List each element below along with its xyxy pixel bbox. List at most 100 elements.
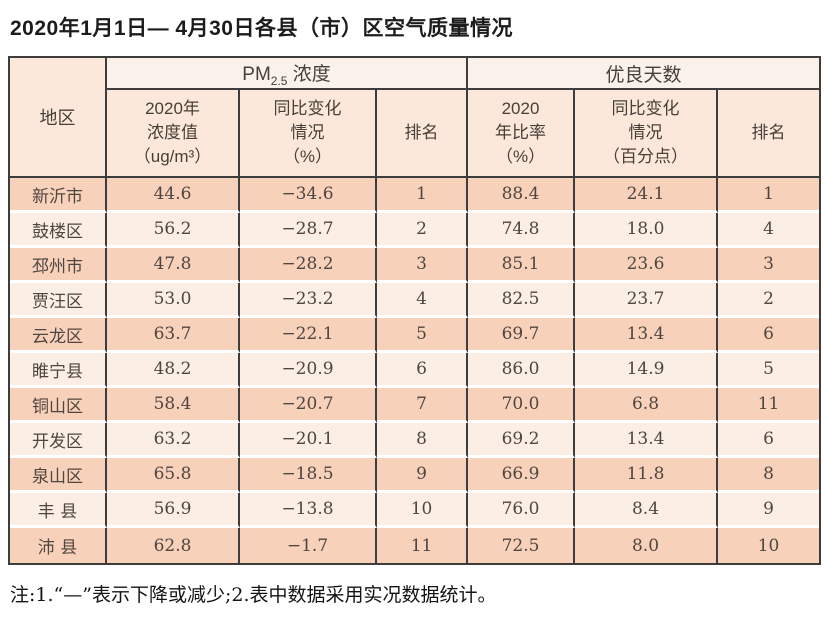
good-rate-cell: 74.8 [468,213,576,248]
table-row: 泉山区 65.8 −18.5 9 66.9 11.8 8 [10,458,820,493]
good-change-cell: 13.4 [575,423,719,458]
pm-value-cell: 44.6 [107,178,240,213]
pm-value-column-header: 2020年 浓度值 （ug/m³） [107,90,240,178]
pm-rank-cell: 3 [377,248,469,283]
good-rank-cell: 5 [718,353,820,388]
pm-rank-cell: 9 [377,458,469,493]
good-change-cell: 23.7 [575,283,719,318]
good-rate-cell: 85.1 [468,248,576,283]
table-row: 贾汪区 53.0 −23.2 4 82.5 23.7 2 [10,283,820,318]
pm25-label-suffix: 浓度 [287,63,331,85]
pm-change-cell: −18.5 [240,458,377,493]
good-change-cell: 18.0 [575,213,719,248]
region-cell: 睢宁县 [10,353,107,388]
pm-change-cell: −13.8 [240,493,377,528]
region-cell: 新沂市 [10,178,107,213]
table-header: 地区 PM2.5 浓度 优良天数 2020年 浓度值 （ug/m³） 同比变化 … [10,58,820,178]
good-days-group-header: 优良天数 [468,58,820,90]
pm-rank-cell: 1 [377,178,469,213]
pm-value-cell: 53.0 [107,283,240,318]
good-change-cell: 6.8 [575,388,719,423]
good-change-cell: 13.4 [575,318,719,353]
good-change-cell: 8.0 [575,528,719,563]
region-cell: 丰 县 [10,493,107,528]
pm-value-cell: 56.9 [107,493,240,528]
table-row: 丰 县 56.9 −13.8 10 76.0 8.4 9 [10,493,820,528]
pm-rank-cell: 11 [377,528,469,563]
pm-rank-cell: 5 [377,318,469,353]
region-cell: 邳州市 [10,248,107,283]
region-cell: 开发区 [10,423,107,458]
pm-change-cell: −22.1 [240,318,377,353]
good-rank-cell: 1 [718,178,820,213]
pm-change-cell: −1.7 [240,528,377,563]
good-rank-cell: 6 [718,318,820,353]
pm-change-column-header: 同比变化 情况 （%） [240,90,377,178]
pm-change-cell: −34.6 [240,178,377,213]
good-rank-cell: 6 [718,423,820,458]
table-row: 新沂市 44.6 −34.6 1 88.4 24.1 1 [10,178,820,213]
pm-value-cell: 65.8 [107,458,240,493]
pm-rank-cell: 2 [377,213,469,248]
table-row: 鼓楼区 56.2 −28.7 2 74.8 18.0 4 [10,213,820,248]
table-row: 开发区 63.2 −20.1 8 69.2 13.4 6 [10,423,820,458]
good-rate-column-header: 2020 年比率 （%） [468,90,576,178]
group-header-row: 地区 PM2.5 浓度 优良天数 [10,58,820,178]
good-rate-cell: 72.5 [468,528,576,563]
pm-value-cell: 58.4 [107,388,240,423]
pm-change-cell: −20.7 [240,388,377,423]
pm-value-cell: 56.2 [107,213,240,248]
table-row: 睢宁县 48.2 −20.9 6 86.0 14.9 5 [10,353,820,388]
pm-value-cell: 63.7 [107,318,240,353]
pm25-label-prefix: PM [242,63,271,85]
good-rank-cell: 3 [718,248,820,283]
good-rank-cell: 8 [718,458,820,493]
good-rate-cell: 88.4 [468,178,576,213]
good-rank-cell: 2 [718,283,820,318]
table-row: 沛 县 62.8 −1.7 11 72.5 8.0 10 [10,528,820,563]
table-row: 邳州市 47.8 −28.2 3 85.1 23.6 3 [10,248,820,283]
good-change-cell: 24.1 [575,178,719,213]
good-rank-column-header: 排名 [718,90,820,178]
pm-rank-cell: 8 [377,423,469,458]
region-cell: 贾汪区 [10,283,107,318]
region-cell: 泉山区 [10,458,107,493]
air-quality-table: 地区 PM2.5 浓度 优良天数 2020年 浓度值 （ug/m³） 同比变化 … [8,56,822,565]
pm-rank-cell: 7 [377,388,469,423]
table-row: 铜山区 58.4 −20.7 7 70.0 6.8 11 [10,388,820,423]
good-rate-cell: 66.9 [468,458,576,493]
good-rate-cell: 69.2 [468,423,576,458]
good-change-cell: 8.4 [575,493,719,528]
pm-rank-column-header: 排名 [377,90,469,178]
pm-change-cell: −23.2 [240,283,377,318]
good-change-column-header: 同比变化 情况 （百分点） [575,90,719,178]
good-rate-cell: 76.0 [468,493,576,528]
good-rank-cell: 10 [718,528,820,563]
pm-rank-cell: 10 [377,493,469,528]
good-rate-cell: 86.0 [468,353,576,388]
pm-change-cell: −20.1 [240,423,377,458]
good-rank-cell: 4 [718,213,820,248]
page-title: 2020年1月1日— 4月30日各县（市）区空气质量情况 [10,17,513,40]
table-row: 云龙区 63.7 −22.1 5 69.7 13.4 6 [10,318,820,353]
good-change-cell: 23.6 [575,248,719,283]
region-cell: 鼓楼区 [10,213,107,248]
pm-value-cell: 48.2 [107,353,240,388]
region-cell: 云龙区 [10,318,107,353]
good-change-cell: 14.9 [575,353,719,388]
sub-header-row: 2020年 浓度值 （ug/m³） 同比变化 情况 （%） 排名 2020 年比… [10,90,820,178]
pm-rank-cell: 6 [377,353,469,388]
good-change-cell: 11.8 [575,458,719,493]
pm-rank-cell: 4 [377,283,469,318]
pm-change-cell: −28.2 [240,248,377,283]
good-rank-cell: 9 [718,493,820,528]
pm-change-cell: −20.9 [240,353,377,388]
pm-value-cell: 63.2 [107,423,240,458]
pm-value-cell: 62.8 [107,528,240,563]
footnote: 注:1.“—”表示下降或减少;2.表中数据采用实况数据统计。 [10,584,497,606]
good-rate-cell: 70.0 [468,388,576,423]
region-cell: 铜山区 [10,388,107,423]
table-body: 新沂市 44.6 −34.6 1 88.4 24.1 1 鼓楼区 56.2 −28.7 2 74.8 1… [10,178,820,563]
pm25-group-header: PM2.5 浓度 [107,58,469,90]
